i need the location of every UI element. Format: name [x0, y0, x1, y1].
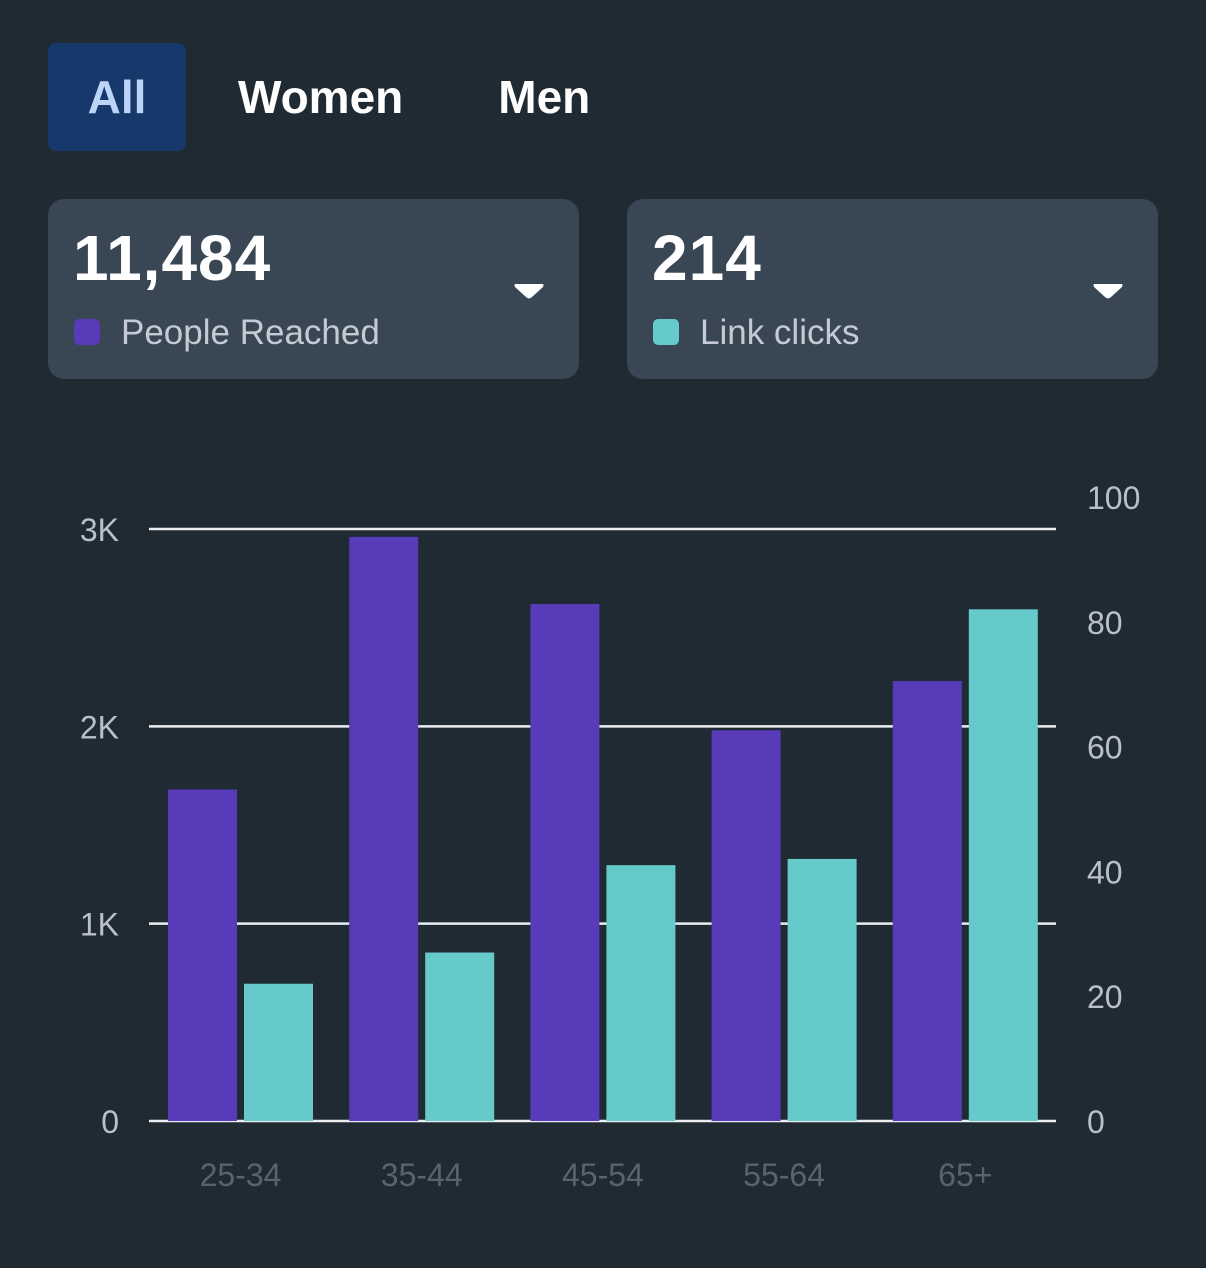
bar-link-clicks [606, 865, 676, 1121]
y-right-tick-label: 20 [1087, 979, 1123, 1015]
tab-all[interactable]: All [48, 43, 186, 151]
metric-card-link-clicks[interactable]: 214 Link clicks [627, 199, 1158, 379]
y-right-tick-label: 80 [1087, 605, 1123, 641]
y-left-tick-label: 3K [80, 512, 119, 548]
bar-people-reached [530, 603, 600, 1121]
x-tick-label: 55-64 [743, 1157, 825, 1193]
metric-card-people-reached[interactable]: 11,484 People Reached [48, 199, 579, 379]
legend-swatch [74, 319, 100, 345]
bar-chart: 0 1K 2K 3K 0 20 40 60 80 100 25-34 35-44 45-54 55-64 6… [80, 480, 1141, 1193]
x-tick-label: 65+ [938, 1157, 992, 1193]
y-left-tick-label: 1K [80, 907, 119, 943]
tab-men[interactable]: Men [498, 71, 591, 123]
legend-swatch [653, 319, 679, 345]
bar-link-clicks [787, 858, 857, 1121]
chevron-down-icon[interactable] [1092, 281, 1124, 301]
y-left-tick-label: 0 [101, 1104, 119, 1140]
x-tick-label: 45-54 [562, 1157, 644, 1193]
x-tick-label: 25-34 [200, 1157, 282, 1193]
bar-link-clicks [968, 609, 1038, 1121]
y-right-tick-label: 100 [1087, 480, 1140, 516]
y-right-tick-label: 40 [1087, 854, 1123, 890]
y-right-tick-label: 60 [1087, 730, 1123, 766]
tab-women[interactable]: Women [238, 71, 404, 123]
y-left-tick-label: 2K [80, 709, 119, 745]
bar-people-reached [711, 730, 781, 1121]
audience-tabs: All Women Men [48, 43, 590, 151]
bar-people-reached [168, 789, 237, 1121]
metric-label: Link clicks [700, 313, 860, 352]
bar-link-clicks [425, 952, 495, 1121]
bar-link-clicks [244, 983, 313, 1121]
metric-value: 11,484 [73, 222, 272, 294]
bar-people-reached [349, 536, 419, 1121]
bar-people-reached [892, 680, 962, 1121]
x-tick-label: 35-44 [381, 1157, 463, 1193]
chevron-down-icon[interactable] [513, 281, 545, 301]
metric-value: 214 [652, 222, 762, 294]
metric-label: People Reached [121, 313, 380, 352]
y-right-tick-label: 0 [1087, 1104, 1105, 1140]
